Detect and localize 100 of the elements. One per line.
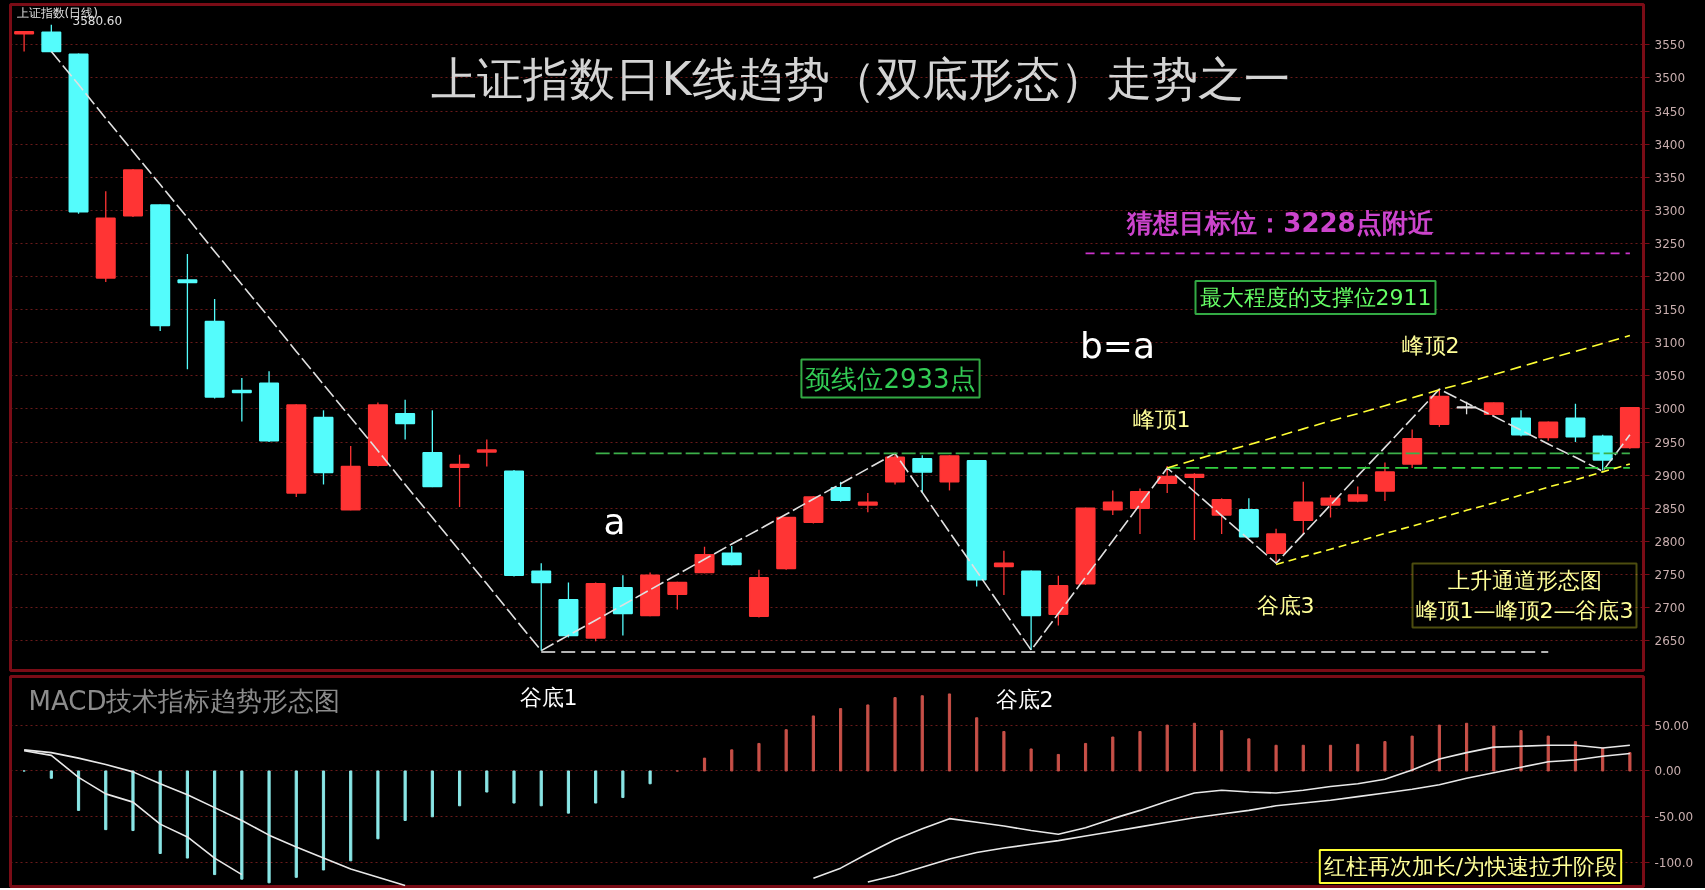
bar <box>76 770 81 811</box>
bar <box>866 704 870 772</box>
bar <box>1465 722 1469 772</box>
y-tick-label: 2750 <box>1654 568 1686 583</box>
annotation: a <box>603 501 626 542</box>
annotation: 最大程度的支撑位2911 <box>1199 285 1432 310</box>
y-tick-label: 3000 <box>1654 402 1686 417</box>
bar <box>1002 731 1006 772</box>
bar <box>158 770 162 854</box>
bar <box>1247 738 1251 772</box>
bar <box>49 770 53 779</box>
bar <box>1220 730 1224 772</box>
bar <box>213 770 217 876</box>
annotation: 峰顶2 <box>1401 333 1460 358</box>
bar <box>267 770 271 884</box>
bar <box>457 770 462 807</box>
bar <box>1138 731 1142 772</box>
bar <box>784 729 788 772</box>
candlestick <box>476 438 497 468</box>
bar <box>893 697 897 772</box>
y-tick-label: 2650 <box>1654 634 1686 649</box>
bar <box>920 695 924 772</box>
candlestick <box>1157 465 1178 494</box>
bar <box>349 770 353 862</box>
candlestick <box>531 562 552 652</box>
y-tick-label: 0.00 <box>1654 764 1682 779</box>
bar <box>1056 753 1060 772</box>
bar <box>539 770 543 807</box>
bar <box>376 770 380 840</box>
candlestick <box>231 377 252 423</box>
candlestick <box>1184 472 1205 541</box>
y-tick-label: 50.00 <box>1654 718 1689 733</box>
y-tick-label: 3500 <box>1654 71 1686 86</box>
y-tick-label: 3550 <box>1654 38 1686 53</box>
candlestick <box>395 399 416 441</box>
y-tick-label: 2900 <box>1654 468 1686 483</box>
candlestick <box>1129 487 1150 535</box>
candlestick <box>1102 489 1123 516</box>
annotation: 颈线位2933点 <box>805 363 976 394</box>
candlestick <box>1592 434 1613 472</box>
bar <box>1410 735 1414 772</box>
bar <box>240 770 244 880</box>
y-tick-label: 3300 <box>1654 203 1686 218</box>
bar <box>131 770 135 832</box>
y-tick-label: 3400 <box>1654 137 1686 152</box>
annotation: 猜想目标位：3228点附近 <box>1126 207 1434 238</box>
bar <box>1274 744 1278 772</box>
bar <box>321 770 326 871</box>
candlestick <box>1293 481 1314 535</box>
candlestick <box>41 23 62 53</box>
candlestick <box>857 492 878 513</box>
candlestick <box>449 454 470 508</box>
bar <box>730 749 734 772</box>
candlestick <box>667 581 688 611</box>
bar <box>1029 748 1033 772</box>
bar <box>1192 722 1197 772</box>
candlestick <box>1538 420 1559 442</box>
bar <box>185 770 189 859</box>
bar <box>1383 741 1387 772</box>
bar <box>104 770 108 831</box>
bar <box>430 770 434 818</box>
y-tick-label: 2800 <box>1654 534 1686 549</box>
y-tick-label: -50.00 <box>1654 810 1694 825</box>
annotation: 红柱再次加长/为快速拉升阶段 <box>1323 854 1618 879</box>
bar <box>1356 743 1360 772</box>
bar <box>512 770 516 804</box>
y-tick-label: 3050 <box>1654 369 1686 384</box>
candlestick <box>1211 497 1232 535</box>
candlestick <box>1511 409 1532 437</box>
annotation: b=a <box>1079 325 1156 366</box>
bar <box>839 708 843 772</box>
bar <box>485 770 489 793</box>
bar <box>1519 730 1523 772</box>
y-tick-label: 3250 <box>1654 236 1686 251</box>
bar <box>648 770 652 785</box>
y-tick-label: 2850 <box>1654 501 1686 516</box>
candlestick <box>1565 403 1586 443</box>
annotation: 谷底1 <box>519 685 578 710</box>
bar <box>702 757 707 772</box>
annotation: 谷底2 <box>995 687 1054 712</box>
y-tick-label: 2700 <box>1654 601 1686 616</box>
bar <box>1301 744 1305 772</box>
bar <box>1492 725 1496 772</box>
chart-title: MACD技术指标趋势形态图 <box>28 685 341 716</box>
candlestick <box>1266 528 1287 564</box>
text: 上证指数日K线趋势（双底形态）走势之一 <box>431 51 1290 106</box>
candlestick <box>177 253 198 370</box>
annotation: 上升通道形态图 <box>1447 568 1602 593</box>
y-tick-label: 2950 <box>1654 435 1686 450</box>
candlestick <box>912 454 933 494</box>
candlestick <box>1374 461 1395 502</box>
y-tick-label: 3450 <box>1654 104 1686 119</box>
bar <box>811 715 815 772</box>
line-series <box>1275 463 1631 566</box>
y-tick-label: 3150 <box>1654 303 1686 318</box>
bar <box>1328 744 1333 772</box>
bar <box>757 742 761 772</box>
candlestick <box>830 481 851 503</box>
y-tick-label: 3350 <box>1654 170 1686 185</box>
bar <box>1083 742 1088 772</box>
